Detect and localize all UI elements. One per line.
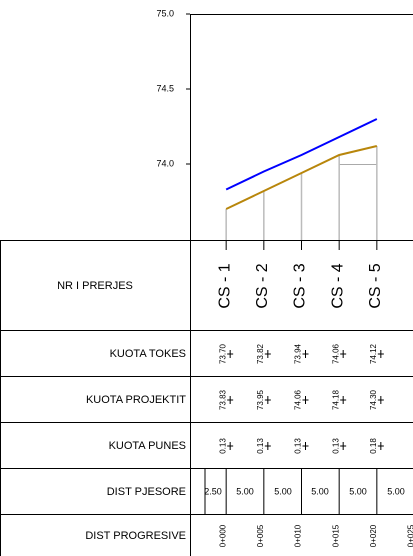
y-tick-label: 75.0 <box>156 8 174 18</box>
cell-value: 0+005 <box>256 524 265 547</box>
cell-value: 2.50 <box>204 486 222 496</box>
cell-value: 0+020 <box>369 524 378 547</box>
row-label: NR I PRERJES <box>57 280 133 292</box>
cell-value: 74.18 <box>331 389 340 410</box>
cell-value: 0.13 <box>294 438 303 454</box>
cell-value: 0.13 <box>218 438 227 454</box>
row-label: KUOTA PUNES <box>109 440 186 452</box>
cell-value: 5.00 <box>311 486 329 496</box>
cell-value: 74.12 <box>369 343 378 364</box>
row-label: KUOTA PROJEKTIT <box>86 394 186 406</box>
cell-value: 73.82 <box>256 343 265 364</box>
cell-value: 0.13 <box>256 438 265 454</box>
cell-value: 5.00 <box>274 486 292 496</box>
station-label: CS - 2 <box>254 263 271 308</box>
cell-value: 0+025 <box>407 524 413 547</box>
cell-value: 74.30 <box>369 389 378 410</box>
cell-value: 74.06 <box>331 343 340 364</box>
cell-value: 5.00 <box>236 486 254 496</box>
cell-value: 5.00 <box>349 486 367 496</box>
cell-value: 5.00 <box>387 486 405 496</box>
station-label: CS - 1 <box>216 263 233 308</box>
cell-value: 0.18 <box>369 438 378 454</box>
series-line <box>225 118 378 191</box>
series-line <box>225 145 378 210</box>
cell-value: 73.70 <box>218 343 227 364</box>
cell-value: 0+015 <box>331 524 340 547</box>
y-tick-label: 74.0 <box>156 158 174 168</box>
row-label: DIST PJESORE <box>107 486 186 498</box>
cell-value: 74.06 <box>294 389 303 410</box>
cell-value: 0.13 <box>331 438 340 454</box>
y-tick-label: 74.5 <box>156 83 174 93</box>
station-label: CS - 5 <box>367 263 384 308</box>
station-label: CS - 3 <box>292 263 309 308</box>
cell-value: 73.94 <box>294 343 303 364</box>
cell-value: 0+000 <box>218 524 227 547</box>
cell-value: 73.95 <box>256 389 265 410</box>
station-label: CS - 4 <box>329 263 346 308</box>
row-label: KUOTA TOKES <box>110 348 186 360</box>
row-label: DIST PROGRESIVE <box>85 530 186 542</box>
cell-value: 73.83 <box>218 389 227 410</box>
cell-value: 0+010 <box>294 524 303 547</box>
